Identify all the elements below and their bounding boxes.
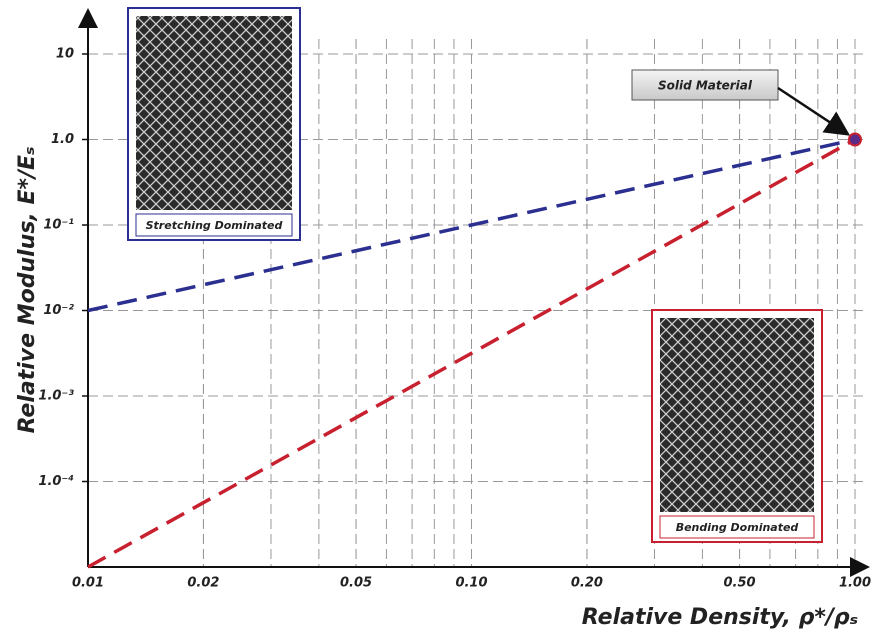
x-axis-title: Relative Density, ρ*/ρₛ [582, 605, 858, 630]
x-tick-label: 0.02 [187, 576, 219, 591]
inset-caption: Bending Dominated [676, 521, 799, 534]
x-tick-label: 0.10 [455, 576, 487, 591]
inset-stretching: Stretching Dominated [127, 7, 301, 241]
y-tick-label: 10 [56, 47, 74, 62]
x-tick-label: 1.00 [839, 576, 871, 591]
axes [78, 8, 870, 577]
x-tick-label: 0.01 [72, 576, 104, 591]
x-tick-label: 0.50 [724, 576, 756, 591]
y-tick-label: 10⁻² [43, 303, 74, 318]
x-tick-label: 0.05 [340, 576, 372, 591]
solid-point [848, 132, 862, 147]
x-tick-label: 0.20 [571, 576, 603, 591]
annotation: Solid Material [631, 69, 851, 136]
series-line [87, 137, 856, 569]
series-line [87, 137, 856, 313]
y-tick-label: 1.0⁻⁴ [38, 474, 74, 489]
annotation-text: Solid Material [658, 79, 753, 93]
y-tick-label: 1.0 [51, 132, 74, 147]
inset-caption: Stretching Dominated [146, 219, 283, 232]
y-tick-label: 10⁻¹ [43, 218, 74, 233]
y-axis-title: Relative Modulus, E*/Eₛ [15, 147, 40, 434]
inset-bending: Bending Dominated [651, 309, 823, 543]
y-tick-label: 1.0⁻³ [38, 389, 74, 404]
